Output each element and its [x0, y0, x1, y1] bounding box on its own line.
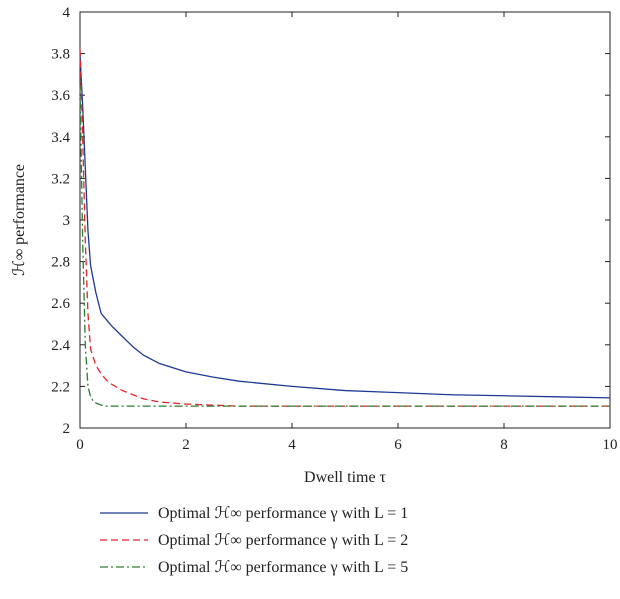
- y-tick-label: 3.6: [51, 88, 70, 104]
- x-tick-label: 0: [76, 437, 84, 453]
- y-tick-label: 2.8: [51, 255, 70, 271]
- x-axis-title: Dwell time τ: [304, 469, 387, 486]
- plot-area-frame: [79, 11, 611, 429]
- x-axis: 0 2 4 6 8 10: [76, 12, 618, 453]
- y-axis-title: ℋ∞ performance: [11, 164, 28, 276]
- y-tick-label: 3.8: [51, 47, 70, 63]
- series-line-3: [79, 84, 610, 407]
- y-tick-label: 2.2: [51, 379, 70, 395]
- legend-label-2: Optimal ℋ∞ performance γ with L = 2: [158, 532, 408, 549]
- x-tick-label: 10: [603, 437, 618, 453]
- y-tick-label: 3.4: [51, 130, 70, 146]
- y-axis: 2 2.2 2.4 2.6 2.8 3 3.2 3.4 3.6 3.8 4: [51, 5, 610, 437]
- y-tick-label: 2.6: [51, 296, 70, 312]
- legend: Optimal ℋ∞ performance γ with L = 1 Optim…: [100, 505, 408, 576]
- x-tick-label: 4: [288, 437, 296, 453]
- series-line-1: [79, 53, 611, 399]
- y-tick-label: 3: [63, 213, 71, 229]
- y-tick-label: 4: [63, 5, 71, 21]
- y-tick-label: 3.2: [51, 171, 70, 187]
- y-tick-label: 2: [63, 421, 71, 437]
- x-tick-label: 8: [500, 437, 508, 453]
- y-tick-label: 2.4: [51, 338, 70, 354]
- legend-label-1: Optimal ℋ∞ performance γ with L = 1: [158, 505, 408, 522]
- legend-label-3: Optimal ℋ∞ performance γ with L = 5: [158, 559, 408, 576]
- x-tick-label: 6: [394, 437, 402, 453]
- x-tick-label: 2: [182, 437, 190, 453]
- series-layer: [79, 49, 611, 407]
- series-line-2: [79, 49, 610, 407]
